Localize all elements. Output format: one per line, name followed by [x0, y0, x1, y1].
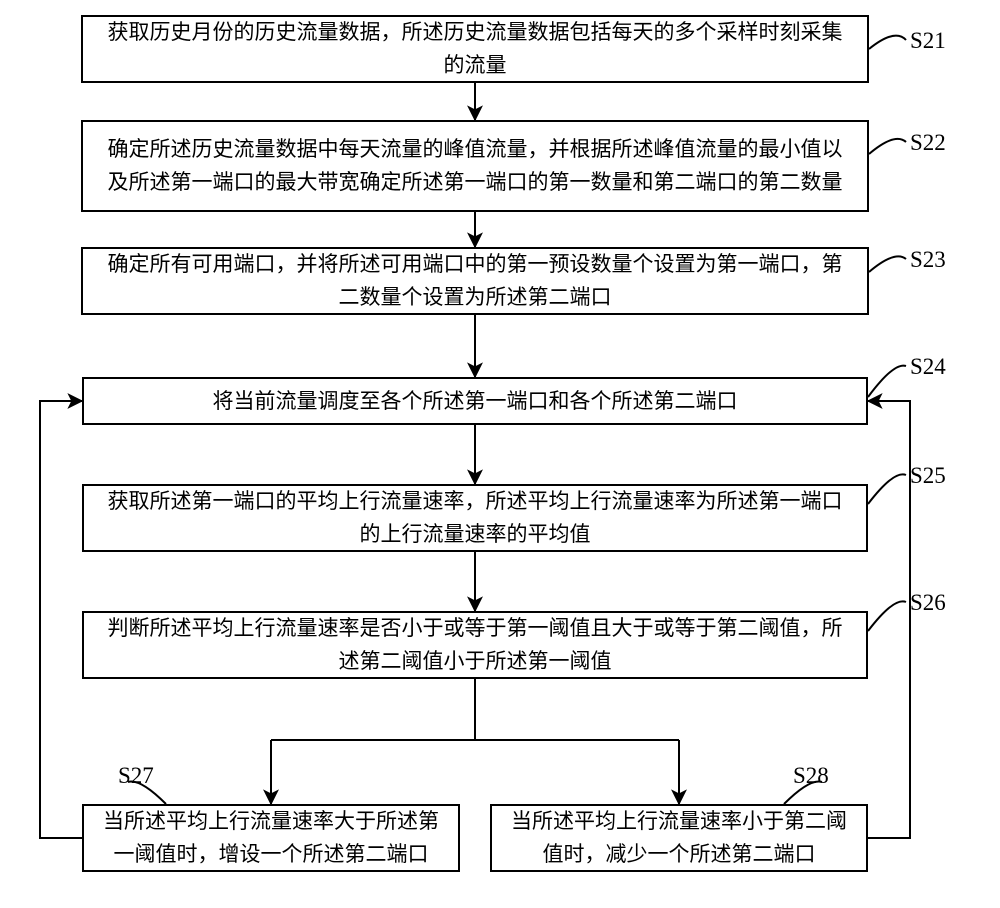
node-text: 获取历史月份的历史流量数据，所述历史流量数据包括每天的多个采样时刻采集的流量: [101, 16, 849, 81]
label-s21: S21: [910, 28, 946, 54]
node-s23: 确定所有可用端口，并将所述可用端口中的第一预设数量个设置为第一端口，第二数量个设…: [81, 247, 869, 315]
label-s22: S22: [910, 130, 946, 156]
node-s28: 当所述平均上行流量速率小于第二阈值时，减少一个所述第二端口: [490, 804, 868, 872]
node-text: 判断所述平均上行流量速率是否小于或等于第一阈值且大于或等于第二阈值，所述第二阈值…: [102, 612, 848, 677]
edge-hook26: [868, 601, 906, 631]
label-s27: S27: [118, 763, 154, 789]
node-s24: 将当前流量调度至各个所述第一端口和各个所述第二端口: [82, 377, 868, 425]
label-s28: S28: [793, 763, 829, 789]
edge-hook21: [869, 36, 906, 49]
node-text: 当所述平均上行流量速率小于第二阈值时，减少一个所述第二端口: [510, 805, 848, 870]
label-s24: S24: [910, 354, 946, 380]
edge-hook25: [868, 474, 906, 504]
label-s26: S26: [910, 590, 946, 616]
node-s22: 确定所述历史流量数据中每天流量的峰值流量，并根据所述峰值流量的最小值以及所述第一…: [81, 120, 869, 212]
edge-hook24: [868, 366, 906, 397]
edge-hook22: [869, 139, 906, 154]
flowchart-canvas: 获取历史月份的历史流量数据，所述历史流量数据包括每天的多个采样时刻采集的流量 确…: [0, 0, 1000, 908]
edge-e28-back: [868, 401, 910, 838]
label-s25: S25: [910, 463, 946, 489]
edge-e27-back: [40, 401, 82, 838]
edge-hook23: [869, 256, 906, 272]
node-s27: 当所述平均上行流量速率大于所述第一阈值时，增设一个所述第二端口: [82, 804, 460, 872]
node-text: 获取所述第一端口的平均上行流量速率，所述平均上行流量速率为所述第一端口的上行流量…: [102, 485, 848, 550]
node-text: 确定所有可用端口，并将所述可用端口中的第一预设数量个设置为第一端口，第二数量个设…: [101, 248, 849, 313]
label-s23: S23: [910, 247, 946, 273]
node-text: 确定所述历史流量数据中每天流量的峰值流量，并根据所述峰值流量的最小值以及所述第一…: [101, 133, 849, 198]
node-text: 当所述平均上行流量速率大于所述第一阈值时，增设一个所述第二端口: [102, 805, 440, 870]
node-text: 将当前流量调度至各个所述第一端口和各个所述第二端口: [213, 385, 738, 418]
node-s26: 判断所述平均上行流量速率是否小于或等于第一阈值且大于或等于第二阈值，所述第二阈值…: [82, 611, 868, 679]
node-s21: 获取历史月份的历史流量数据，所述历史流量数据包括每天的多个采样时刻采集的流量: [81, 15, 869, 83]
node-s25: 获取所述第一端口的平均上行流量速率，所述平均上行流量速率为所述第一端口的上行流量…: [82, 484, 868, 552]
